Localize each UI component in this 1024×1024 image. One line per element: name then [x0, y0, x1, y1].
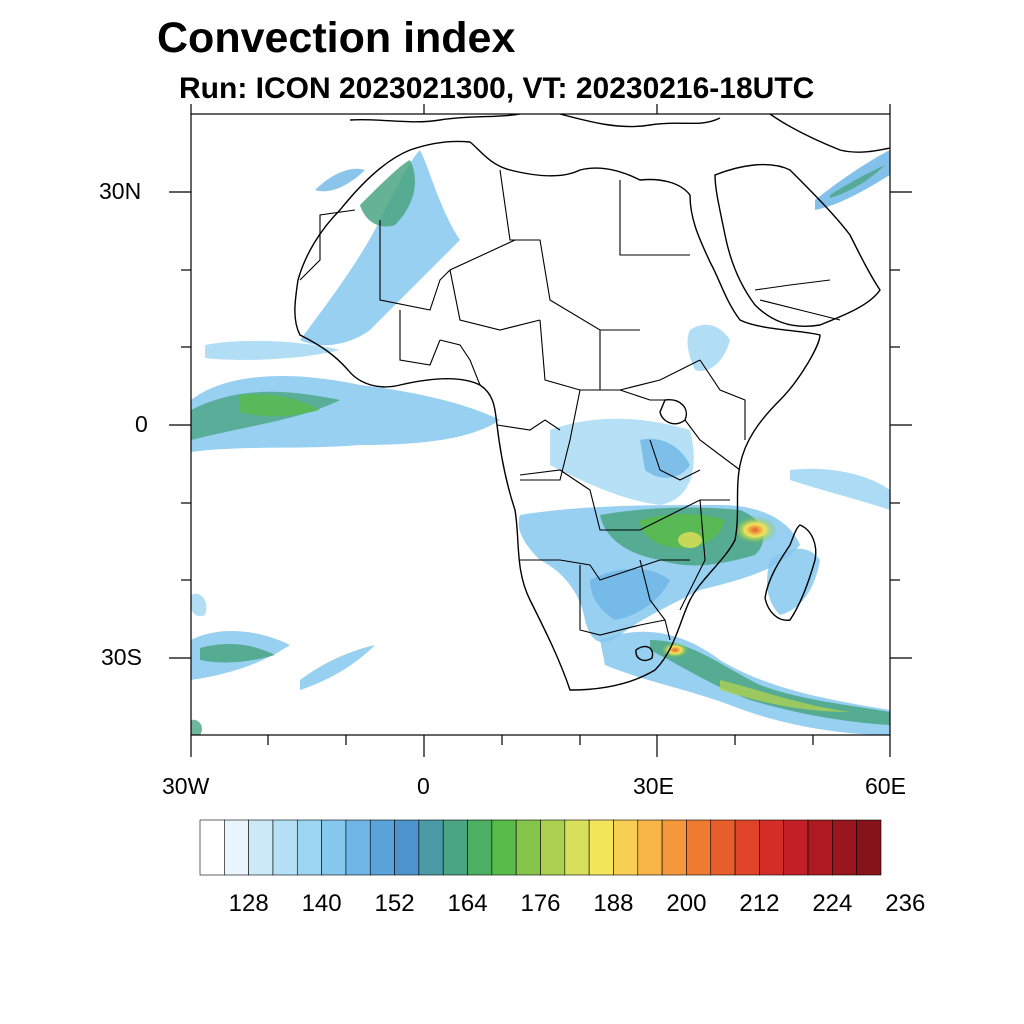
colorbar-label: 188 [593, 890, 634, 917]
colorbar-swatch [369, 819, 395, 876]
lat-label-30n: 30N [99, 178, 142, 204]
colorbar-label: 224 [812, 890, 853, 917]
colorbar-swatch [224, 819, 249, 876]
colorbar-swatch [661, 819, 687, 876]
colorbar-swatch [856, 819, 882, 876]
colorbar-swatch [807, 819, 833, 876]
colorbar-label: 176 [520, 890, 561, 917]
colorbar-swatch [467, 819, 493, 876]
colorbar-swatch [491, 819, 517, 876]
colorbar-label: 164 [447, 890, 488, 917]
colorbar-swatch [345, 819, 371, 876]
colorbar-swatch [832, 819, 857, 876]
colorbar-swatch [613, 819, 639, 876]
country-borders [299, 169, 841, 641]
lon-label-0: 0 [417, 773, 430, 799]
colorbar-swatch [199, 819, 225, 876]
lat-label-30s: 30S [101, 644, 142, 670]
colorbar-swatch [296, 819, 322, 876]
colorbar-label: 140 [301, 890, 342, 917]
colorbar-swatch [515, 819, 541, 876]
colorbar-swatch [710, 819, 736, 876]
colorbar-swatch [759, 819, 785, 876]
chart-subtitle: Run: ICON 2023021300, VT: 20230216-18UTC [179, 72, 815, 105]
colorbar-swatch [540, 819, 566, 876]
colorbar-swatch [248, 819, 274, 876]
colorbar-label: 128 [228, 890, 269, 917]
colorbar-label: 200 [666, 890, 707, 917]
lon-label-30e: 30E [633, 773, 674, 799]
colorbar-label: 212 [739, 890, 780, 917]
lat-label-0: 0 [135, 411, 148, 437]
axis-ticks [169, 104, 912, 757]
colorbar-swatch [442, 819, 468, 876]
lon-label-60e: 60E [865, 773, 906, 799]
colorbar-swatch [637, 819, 663, 876]
colorbar-label: 152 [374, 890, 415, 917]
chart-title: Convection index [157, 14, 516, 62]
colorbar-label: 236 [885, 890, 926, 917]
colorbar-swatch [564, 819, 590, 876]
colorbar-swatch [734, 819, 760, 876]
convection-field [191, 150, 890, 735]
colorbar-swatch [783, 819, 809, 876]
colorbar-swatch [394, 819, 420, 876]
colorbar-swatch [588, 819, 614, 876]
colorbar-swatch [272, 819, 298, 876]
colorbar-swatch [418, 819, 444, 876]
colorbar-swatch [321, 819, 347, 876]
colorbar [199, 819, 882, 876]
colorbar-swatch [686, 819, 712, 876]
lon-label-30w: 30W [162, 773, 210, 799]
